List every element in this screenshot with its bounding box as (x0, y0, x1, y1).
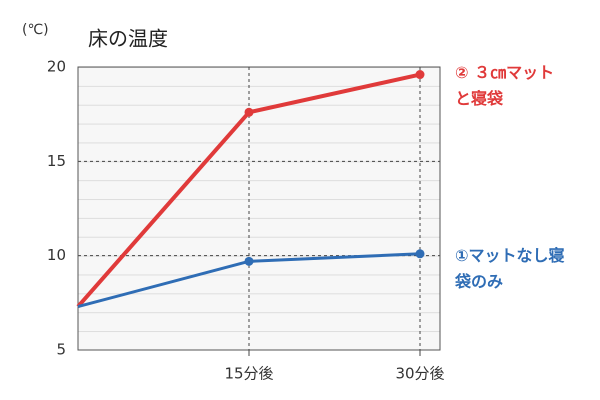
data-point (415, 70, 425, 80)
x-tick-label: 15分後 (224, 365, 273, 383)
y-tick-label: 20 (47, 58, 66, 76)
y-tick-label: 5 (56, 341, 66, 359)
minor-grid (78, 67, 440, 350)
plot-border (77, 66, 441, 351)
x-tick-label: 30分後 (395, 365, 444, 383)
data-point (415, 249, 425, 259)
y-tick-label: 15 (47, 152, 66, 170)
chart-title: 床の温度 (88, 27, 168, 51)
data-point (244, 107, 254, 117)
y-tick-label: 10 (47, 246, 66, 264)
legend-entry: ①マットなし寝袋のみ (455, 246, 565, 291)
legend-entry: ② ３㎝マットと寝袋 (455, 63, 555, 108)
data-point (244, 256, 254, 266)
y-unit: (℃) (22, 22, 49, 38)
